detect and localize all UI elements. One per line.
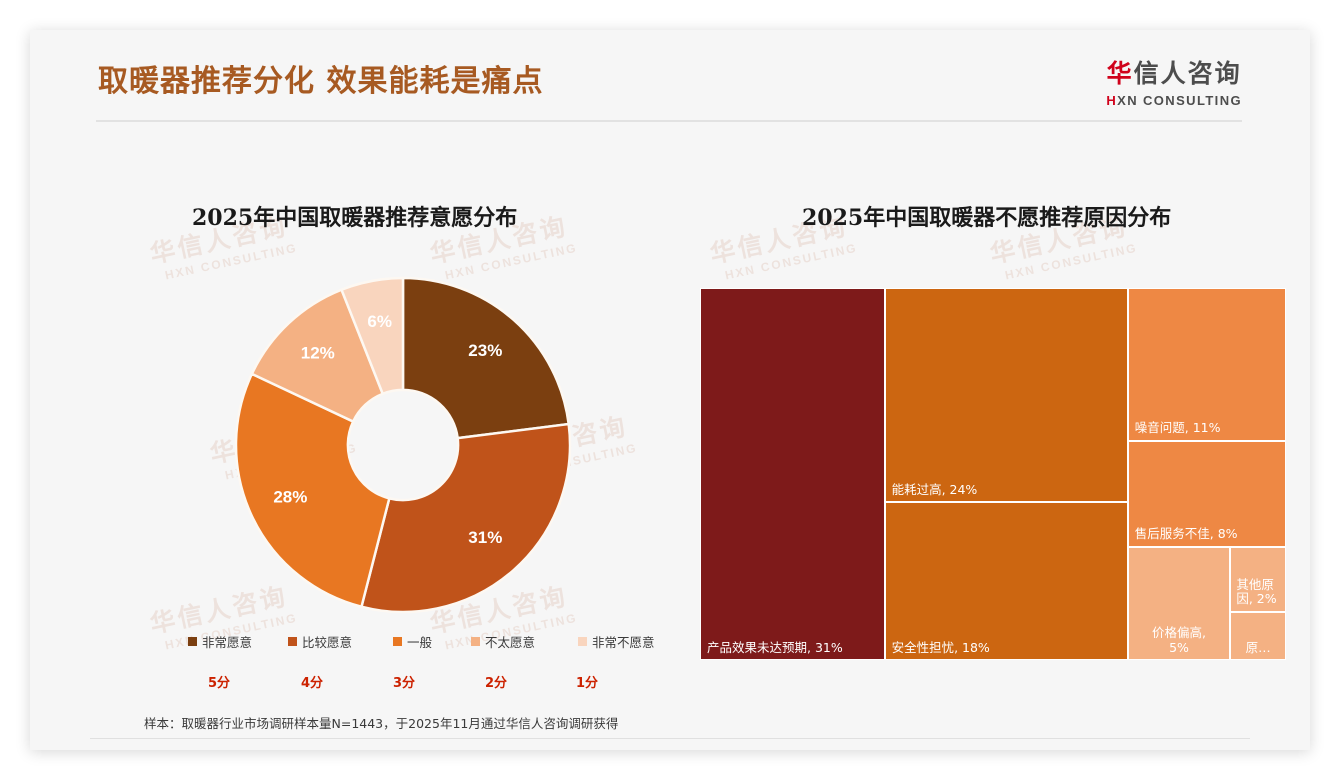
legend-item[interactable]: 一般: [393, 632, 432, 651]
legend-swatch-icon: [393, 636, 402, 646]
footer-divider: [90, 738, 1250, 739]
treemap-cell[interactable]: 售后服务不佳, 8%: [1127, 440, 1286, 547]
treemap-cell-label: 能耗过高, 24%: [891, 481, 978, 497]
legend-item[interactable]: 非常愿意: [188, 632, 252, 651]
treemap-cell[interactable]: 原…: [1230, 611, 1286, 660]
slide-footer: ©2026.1 HXR华信人咨询 www.hxrcon.com: [30, 744, 1310, 750]
title-divider: [96, 120, 1242, 122]
donut-slice[interactable]: [401, 276, 571, 440]
legend-item[interactable]: 不太愿意: [471, 632, 535, 651]
legend-score-label: 3分: [393, 676, 416, 691]
treemap-cell-label: 价格偏高, 5%: [1152, 625, 1207, 655]
footer-website: www.hxrcon.com: [1135, 748, 1242, 750]
legend-label: 一般: [407, 634, 433, 650]
donut-slice[interactable]: [234, 372, 391, 609]
donut-slice[interactable]: [359, 422, 572, 614]
logo-english: HXN CONSULTING: [1106, 93, 1242, 108]
legend-swatch-icon: [471, 636, 480, 646]
slide-card: 华信人咨询 HXN CONSULTING 华信人咨询 HXN CONSULTING 华信…: [30, 30, 1310, 750]
donut-slice[interactable]: [339, 276, 405, 396]
treemap-cell[interactable]: 其他原因, 2%: [1230, 546, 1286, 612]
donut-slice-label: 31%: [468, 528, 502, 547]
legend-score-label: 2分: [485, 676, 508, 691]
legend-label: 非常不愿意: [592, 634, 655, 650]
source-note: 样本：取暖器行业市场调研样本量N=1443，于2025年11月通过华信人咨询调研…: [144, 716, 619, 731]
donut-score-row: 5分 4分 3分 2分 1分: [188, 672, 658, 691]
legend-score-label: 4分: [301, 676, 324, 691]
treemap-cell-label: 产品效果未达预期, 31%: [707, 639, 843, 655]
treemap-cell-label: 安全性担忧, 18%: [891, 639, 990, 655]
legend-score-label: 5分: [208, 676, 231, 691]
company-logo: 华信人咨询 HXN CONSULTING: [1106, 54, 1242, 108]
logo-chinese: 华信人咨询: [1106, 54, 1242, 90]
donut-legend: 非常愿意 比较愿意 一般 不太愿意 非常不愿意: [188, 632, 658, 650]
donut-slice[interactable]: [250, 288, 385, 424]
right-chart-title: 2025年中国取暖器不愿推荐原因分布: [802, 205, 1172, 231]
legend-label: 比较愿意: [302, 634, 353, 650]
recommendation-willingness-donut-chart: 23% 31% 28% 12% 6%: [234, 276, 572, 614]
legend-swatch-icon: [578, 636, 587, 646]
legend-score-label: 1分: [576, 676, 599, 691]
logo-english-first-char: H: [1106, 93, 1118, 108]
donut-slice-label: 28%: [273, 487, 307, 506]
page-title: 取暖器推荐分化 效果能耗是痛点: [98, 64, 544, 99]
legend-label: 不太愿意: [485, 634, 536, 650]
treemap-cell-label: 其他原因, 2%: [1236, 576, 1277, 607]
footer-copyright: ©2026.1 HXR华信人咨询: [98, 748, 247, 750]
slide-header: 取暖器推荐分化 效果能耗是痛点 华信人咨询 HXN CONSULTING: [30, 30, 1310, 128]
donut-slice-label: 6%: [367, 312, 392, 331]
logo-chinese-first-char: 华: [1106, 59, 1134, 88]
legend-label: 非常愿意: [202, 634, 253, 650]
treemap-cell[interactable]: 产品效果未达预期, 31%: [700, 288, 885, 660]
legend-swatch-icon: [188, 636, 197, 646]
treemap-cell-label: 原…: [1245, 639, 1271, 655]
legend-item[interactable]: 非常不愿意: [578, 632, 655, 651]
donut-slice-label: 12%: [301, 344, 335, 363]
treemap-cell[interactable]: 安全性担忧, 18%: [884, 501, 1128, 660]
logo-chinese-rest: 信人咨询: [1133, 59, 1242, 88]
left-chart-title: 2025年中国取暖器推荐意愿分布: [192, 205, 518, 231]
donut-svg: 23% 31% 28% 12% 6%: [234, 276, 572, 614]
treemap-cell[interactable]: 能耗过高, 24%: [884, 288, 1128, 502]
treemap-cell[interactable]: 噪音问题, 11%: [1127, 288, 1286, 441]
legend-item[interactable]: 比较愿意: [288, 632, 352, 651]
legend-swatch-icon: [288, 636, 297, 646]
donut-slice-label: 23%: [468, 341, 502, 360]
treemap-cell-label: 售后服务不佳, 8%: [1134, 526, 1238, 542]
treemap-cell-label: 噪音问题, 11%: [1134, 420, 1221, 436]
treemap-cell[interactable]: 价格偏高, 5%: [1127, 546, 1231, 660]
unwilling-reason-treemap-chart: 产品效果未达预期, 31% 能耗过高, 24% 安全性担忧, 18% 噪音问题, 11…: [700, 288, 1286, 660]
logo-english-rest: XN CONSULTING: [1117, 93, 1242, 108]
